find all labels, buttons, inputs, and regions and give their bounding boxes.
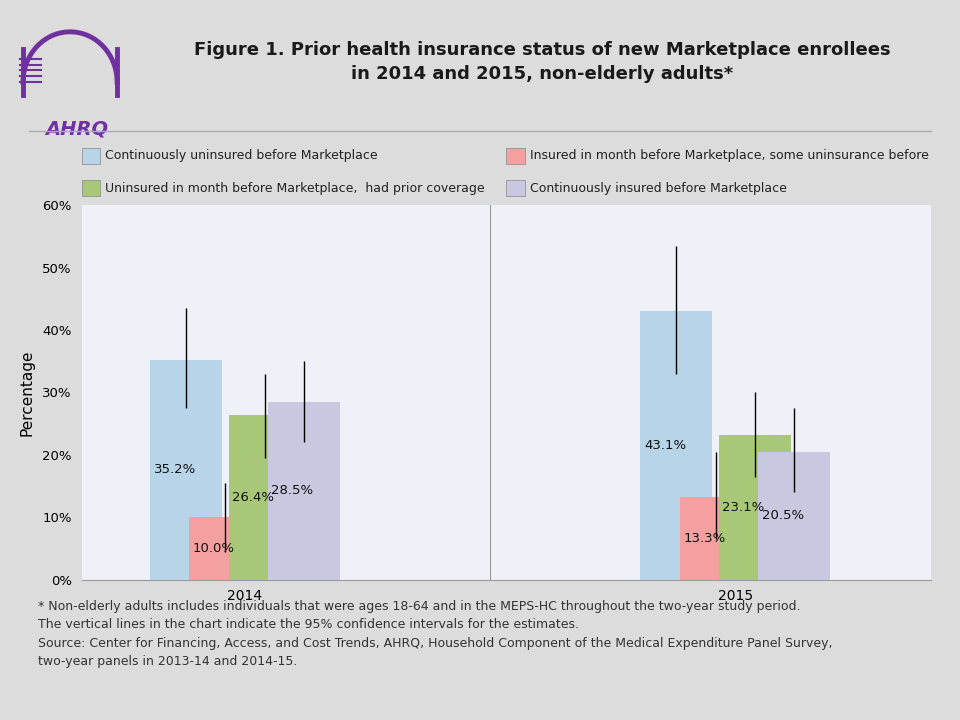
Text: AHRQ: AHRQ [45, 120, 108, 139]
Y-axis label: Percentage: Percentage [19, 349, 34, 436]
Bar [82, 180, 100, 197]
Bar [150, 360, 222, 580]
Text: 43.1%: 43.1% [644, 438, 686, 451]
Text: 10.0%: 10.0% [193, 542, 235, 555]
Bar [758, 451, 829, 580]
Text: Uninsured in month before Marketplace,  had prior coverage: Uninsured in month before Marketplace, h… [106, 181, 485, 195]
Bar [640, 310, 712, 580]
Text: 26.4%: 26.4% [232, 491, 275, 504]
Bar [719, 436, 791, 580]
Text: * Non-elderly adults includes individuals that were ages 18-64 and in the MEPS-H: * Non-elderly adults includes individual… [38, 600, 833, 668]
Bar [268, 402, 340, 580]
Bar [189, 517, 261, 580]
Text: 28.5%: 28.5% [272, 484, 314, 498]
Bar [680, 497, 752, 580]
Text: Continuously uninsured before Marketplace: Continuously uninsured before Marketplac… [106, 149, 378, 163]
Bar [507, 148, 525, 164]
Text: Insured in month before Marketplace, some uninsurance before: Insured in month before Marketplace, som… [530, 149, 929, 163]
Text: 35.2%: 35.2% [154, 463, 196, 476]
Bar [228, 415, 300, 580]
Bar [507, 180, 525, 197]
Text: Figure 1. Prior health insurance status of new Marketplace enrollees
in 2014 and: Figure 1. Prior health insurance status … [194, 42, 891, 83]
Bar [82, 148, 100, 164]
Text: 20.5%: 20.5% [761, 509, 804, 522]
Text: 23.1%: 23.1% [722, 501, 765, 514]
Text: 13.3%: 13.3% [684, 531, 726, 544]
Text: Continuously insured before Marketplace: Continuously insured before Marketplace [530, 181, 787, 195]
